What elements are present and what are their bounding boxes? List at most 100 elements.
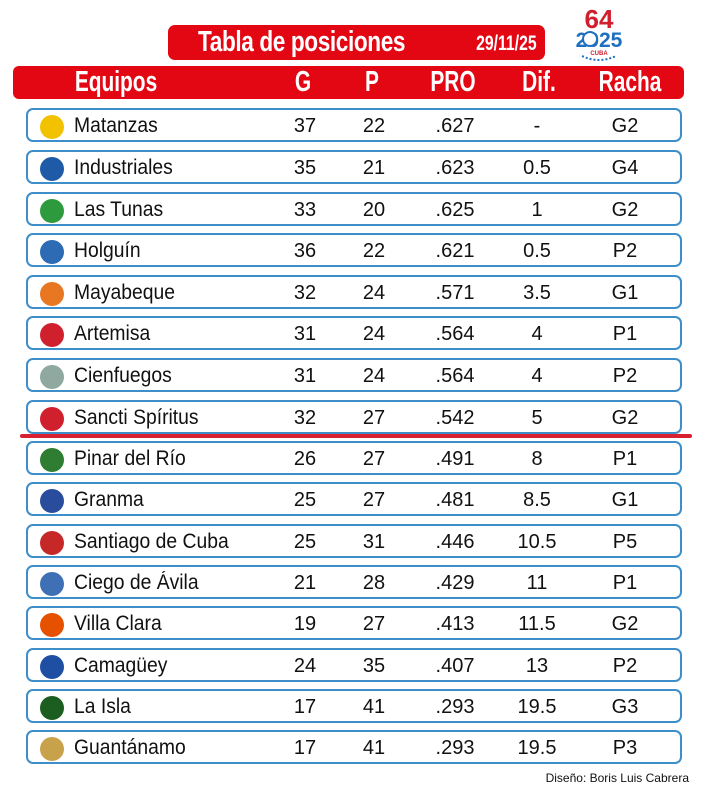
cell-p: 41 <box>362 737 386 759</box>
cell-dif: 19.5 <box>517 696 557 718</box>
cell-p: 41 <box>362 696 386 718</box>
cell-g: 21 <box>293 572 317 594</box>
cell-pro: .542 <box>435 407 475 429</box>
team-logo-icon <box>40 157 64 181</box>
team-logo-icon <box>40 613 64 637</box>
team-logo-icon <box>40 655 64 679</box>
cell-p: 21 <box>362 157 386 179</box>
cell-pro: .407 <box>435 655 475 677</box>
team-name: Industriales <box>74 156 173 179</box>
cell-pro: .623 <box>435 157 475 179</box>
team-logo-icon <box>40 323 64 347</box>
team-logo-icon <box>40 199 64 223</box>
cell-p: 22 <box>362 240 386 262</box>
team-name: Ciego de Ávila <box>74 571 199 594</box>
cell-pro: .621 <box>435 240 475 262</box>
team-name: Santiago de Cuba <box>74 530 229 553</box>
cell-racha: P1 <box>612 448 638 470</box>
cell-p: 35 <box>362 655 386 677</box>
playoff-cut-line <box>20 434 692 438</box>
team-name: Camagüey <box>74 654 168 677</box>
team-name: Pinar del Río <box>74 447 186 470</box>
header-dif: Dif. <box>522 66 556 98</box>
cell-racha: G3 <box>611 696 639 718</box>
team-name: Las Tunas <box>74 198 164 221</box>
table-row: Pinar del Río 26 27 .491 8 P1 <box>26 441 682 475</box>
cell-g: 17 <box>293 737 317 759</box>
team-logo-icon <box>40 572 64 596</box>
team-name: Holguín <box>74 239 141 262</box>
table-row: Santiago de Cuba 25 31 .446 10.5 P5 <box>26 524 682 558</box>
cell-g: 31 <box>293 323 317 345</box>
cell-dif: 1 <box>531 199 543 221</box>
team-logo-icon <box>40 115 64 139</box>
cell-g: 25 <box>293 531 317 553</box>
cell-p: 31 <box>362 531 386 553</box>
cell-racha: P5 <box>612 531 638 553</box>
table-row: Granma 25 27 .481 8.5 G1 <box>26 482 682 516</box>
cell-g: 32 <box>293 407 317 429</box>
cell-racha: G2 <box>611 115 639 137</box>
cell-pro: .564 <box>435 365 475 387</box>
cell-dif: 0.5 <box>523 157 551 179</box>
table-row: La Isla 17 41 .293 19.5 G3 <box>26 689 682 723</box>
cell-p: 27 <box>362 407 386 429</box>
cell-pro: .491 <box>435 448 475 470</box>
header-racha: Racha <box>598 66 662 98</box>
cell-dif: 10.5 <box>517 531 557 553</box>
team-name: La Isla <box>74 695 131 718</box>
cell-p: 24 <box>362 365 386 387</box>
table-row: Camagüey 24 35 .407 13 P2 <box>26 648 682 682</box>
table-row: Matanzas 37 22 .627 - G2 <box>26 108 682 142</box>
cell-p: 27 <box>362 448 386 470</box>
table-row: Las Tunas 33 20 .625 1 G2 <box>26 192 682 226</box>
title-banner: Tabla de posiciones 29/11/25 <box>168 25 545 60</box>
cell-g: 36 <box>293 240 317 262</box>
cell-dif: 3.5 <box>523 282 551 304</box>
table-row: Artemisa 31 24 .564 4 P1 <box>26 316 682 350</box>
cell-pro: .293 <box>435 737 475 759</box>
team-logo-icon <box>40 448 64 472</box>
header-p: P <box>365 66 379 98</box>
cell-pro: .564 <box>435 323 475 345</box>
cell-g: 25 <box>293 489 317 511</box>
cell-p: 20 <box>362 199 386 221</box>
team-name: Cienfuegos <box>74 364 172 387</box>
svg-text:64: 64 <box>585 4 614 34</box>
cell-racha: P1 <box>612 572 638 594</box>
cell-racha: P2 <box>612 240 638 262</box>
header-g: G <box>294 66 312 98</box>
team-name: Villa Clara <box>74 612 162 635</box>
cell-p: 28 <box>362 572 386 594</box>
table-row: Guantánamo 17 41 .293 19.5 P3 <box>26 730 682 764</box>
table-row: Sancti Spíritus 32 27 .542 5 G2 <box>26 400 682 434</box>
cell-dif: - <box>533 115 541 137</box>
cell-g: 24 <box>293 655 317 677</box>
cell-racha: G2 <box>611 613 639 635</box>
table-row: Cienfuegos 31 24 .564 4 P2 <box>26 358 682 392</box>
svg-text:CUBA: CUBA <box>590 51 608 57</box>
team-name: Sancti Spíritus <box>74 406 199 429</box>
cell-dif: 11 <box>526 572 548 594</box>
cell-racha: P1 <box>612 323 638 345</box>
cell-dif: 5 <box>531 407 543 429</box>
team-name: Guantánamo <box>74 736 186 759</box>
team-name: Mayabeque <box>74 281 175 304</box>
cell-racha: P3 <box>612 737 638 759</box>
cell-dif: 11.5 <box>518 613 556 635</box>
cell-pro: .429 <box>435 572 475 594</box>
cell-g: 31 <box>293 365 317 387</box>
cell-g: 17 <box>293 696 317 718</box>
table-header: Equipos G P PRO Dif. Racha <box>13 66 684 99</box>
table-row: Ciego de Ávila 21 28 .429 11 P1 <box>26 565 682 599</box>
cell-p: 24 <box>362 323 386 345</box>
cell-racha: P2 <box>612 655 638 677</box>
cell-p: 27 <box>362 489 386 511</box>
cell-racha: G2 <box>611 199 639 221</box>
cell-g: 32 <box>293 282 317 304</box>
header-team: Equipos <box>74 66 158 98</box>
team-logo-icon <box>40 365 64 389</box>
credit: Diseño: Boris Luis Cabrera <box>545 771 689 785</box>
cell-dif: 0.5 <box>523 240 551 262</box>
cell-racha: P2 <box>612 365 638 387</box>
